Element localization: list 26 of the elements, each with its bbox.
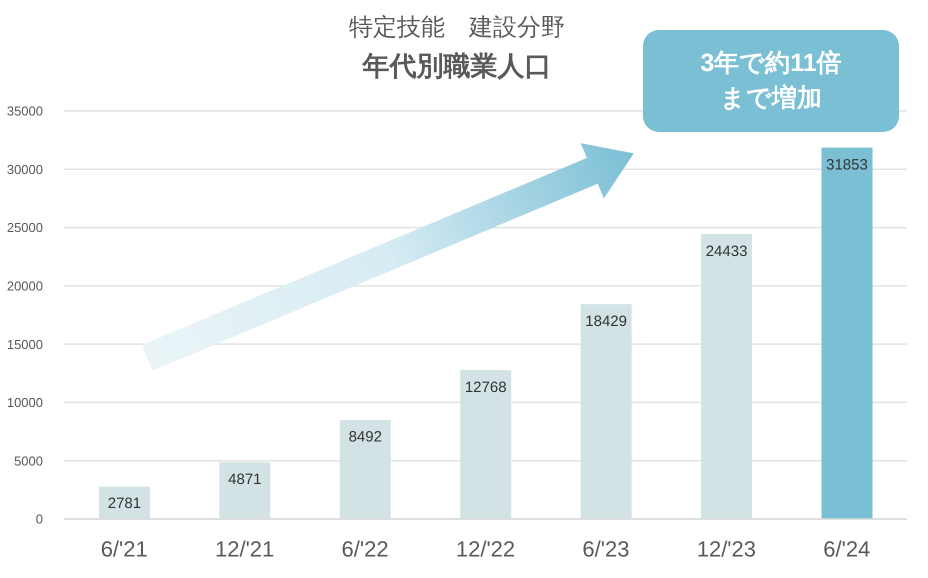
data-label: 2781: [108, 495, 142, 512]
data-label: 31853: [826, 156, 868, 174]
y-tick-label: 25000: [6, 220, 43, 236]
y-tick-label: 15000: [6, 336, 43, 352]
annotation: 3年で約11倍まで増加: [699, 48, 843, 114]
y-tick-label: 10000: [6, 395, 43, 410]
y-tick-label: 20000: [6, 278, 43, 294]
y-tick-label: 30000: [6, 162, 43, 177]
data-label: 24433: [706, 242, 748, 260]
x-tick-label: 12/'21: [215, 536, 274, 562]
data-label: 4871: [228, 470, 262, 488]
chart-title: 特定技能 建設分野: [348, 13, 566, 43]
y-tick-label: 5000: [14, 453, 43, 468]
x-tick-label: 6/'24: [823, 536, 870, 562]
x-tick-label: 12/'22: [456, 536, 516, 562]
bar: [821, 148, 872, 519]
data-label: 18429: [585, 312, 627, 330]
x-tick-label: 6/'22: [342, 536, 389, 562]
y-tick-label: 35000: [6, 104, 43, 119]
y-tick-label: 0: [36, 512, 43, 527]
x-tick-label: 6/'21: [100, 536, 148, 562]
x-tick-label: 6/'23: [582, 536, 630, 562]
chart-subtitle: 年代別職業人口: [361, 50, 552, 83]
data-label: 8492: [348, 428, 382, 446]
data-label: 12768: [464, 378, 507, 396]
x-tick-label: 12/'23: [696, 536, 756, 562]
